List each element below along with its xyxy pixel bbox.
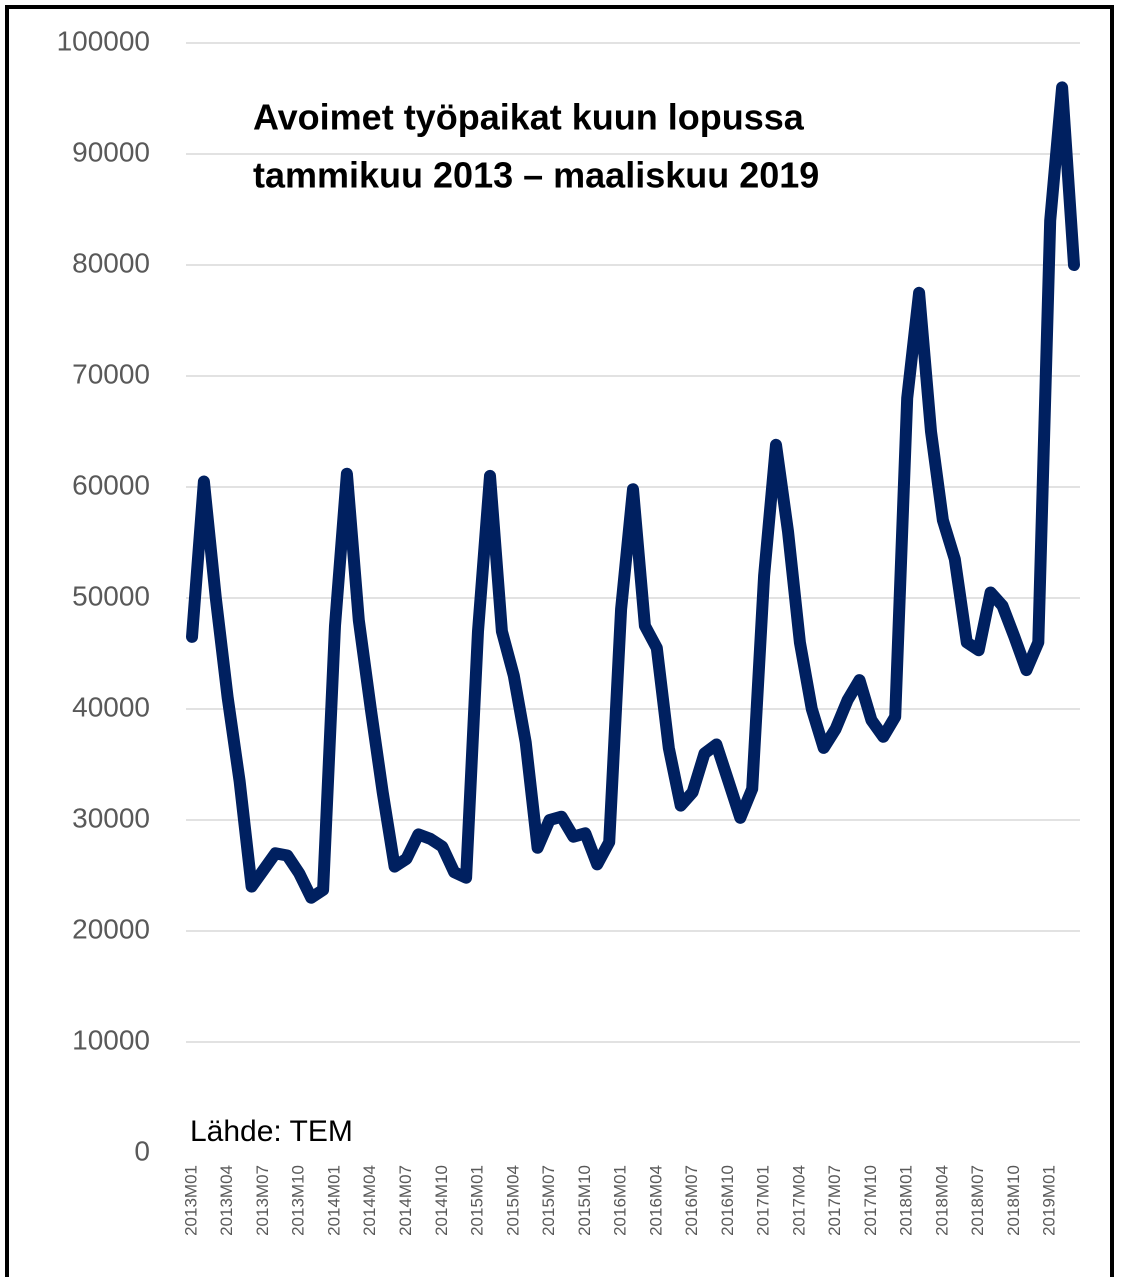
x-tick-label: 2014M10 [432, 1165, 451, 1236]
y-tick-label: 80000 [72, 247, 150, 278]
data-line [186, 81, 1080, 904]
x-tick-label: 2013M10 [289, 1165, 308, 1236]
x-tick-label: 2017M04 [789, 1165, 808, 1236]
y-tick-label: 10000 [72, 1024, 150, 1055]
x-tick-label: 2018M07 [968, 1165, 987, 1236]
chart-title: Avoimet työpaikat kuun lopussa [253, 97, 805, 138]
y-tick-label: 70000 [72, 358, 150, 389]
x-tick-label: 2016M01 [611, 1165, 630, 1236]
chart-title: tammikuu 2013 – maaliskuu 2019 [253, 155, 819, 196]
y-tick-label: 50000 [72, 580, 150, 611]
x-tick-label: 2015M07 [539, 1165, 558, 1236]
x-tick-label: 2013M04 [217, 1165, 236, 1236]
y-tick-label: 40000 [72, 691, 150, 722]
y-tick-label: 30000 [72, 802, 150, 833]
x-tick-label: 2014M07 [396, 1165, 415, 1236]
x-tick-label: 2017M01 [754, 1165, 773, 1236]
x-tick-label: 2016M10 [718, 1165, 737, 1236]
x-tick-label: 2019M01 [1040, 1165, 1059, 1236]
y-tick-label: 100000 [57, 25, 150, 56]
x-tick-label: 2017M10 [861, 1165, 880, 1236]
x-tick-label: 2013M07 [253, 1165, 272, 1236]
x-tick-label: 2015M10 [575, 1165, 594, 1236]
y-tick-label: 90000 [72, 136, 150, 167]
x-tick-label: 2015M01 [468, 1165, 487, 1236]
x-tick-label: 2016M04 [646, 1165, 665, 1236]
source-note: Lähde: TEM [190, 1115, 353, 1148]
frame [5, 5, 1114, 1277]
y-tick-label: 20000 [72, 913, 150, 944]
x-tick-label: 2013M01 [181, 1165, 200, 1236]
y-tick-label: 0 [134, 1135, 150, 1166]
x-tick-label: 2018M10 [1004, 1165, 1023, 1236]
y-tick-label: 60000 [72, 469, 150, 500]
x-tick-label: 2014M01 [324, 1165, 343, 1236]
x-tick-label: 2016M07 [682, 1165, 701, 1236]
x-tick-label: 2017M07 [825, 1165, 844, 1236]
x-tick-label: 2014M04 [360, 1165, 379, 1236]
x-tick-label: 2018M01 [897, 1165, 916, 1236]
x-tick-label: 2018M04 [932, 1165, 951, 1236]
x-tick-label: 2015M04 [503, 1165, 522, 1236]
